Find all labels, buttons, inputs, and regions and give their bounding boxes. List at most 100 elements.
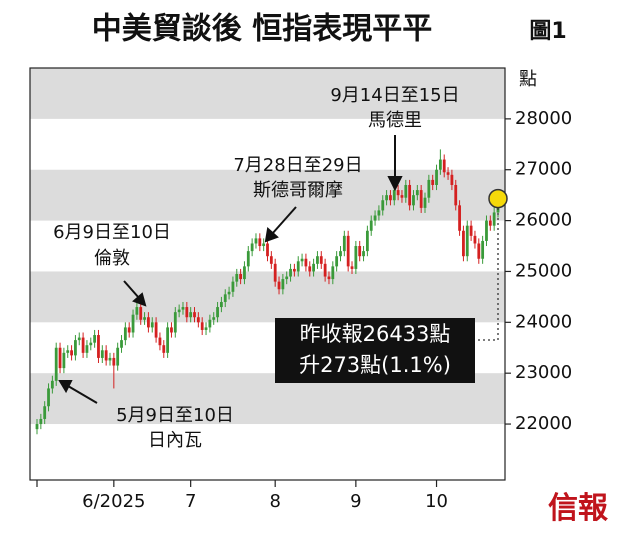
candle-body xyxy=(442,159,446,173)
candle-body xyxy=(385,195,388,201)
candle-body xyxy=(296,261,300,272)
candle-body xyxy=(354,246,358,269)
candle-body xyxy=(415,190,419,196)
candle-body xyxy=(235,274,239,282)
candle-body xyxy=(181,307,185,310)
candle-body xyxy=(488,220,492,226)
candle-body xyxy=(154,322,158,338)
candle-body xyxy=(204,327,208,330)
arrow-head xyxy=(264,227,279,243)
annotation: 日內瓦 xyxy=(148,430,202,451)
candle-body xyxy=(43,406,47,419)
candle-body xyxy=(346,235,350,267)
plot-frame xyxy=(29,67,506,481)
candle-body xyxy=(458,205,461,231)
candle-body xyxy=(89,342,93,346)
x-tick-label: 8 xyxy=(269,491,280,512)
grid-band xyxy=(30,169,505,221)
candle-body xyxy=(273,263,277,282)
candle-body xyxy=(281,279,285,290)
candle-body xyxy=(139,307,143,320)
candle-body xyxy=(131,314,135,333)
candle-body xyxy=(431,179,435,185)
callout-text: 升273點(1.1%) xyxy=(299,353,451,377)
candle-body xyxy=(308,266,312,272)
candle-body xyxy=(435,169,438,185)
candle-body xyxy=(127,327,131,333)
candle-body xyxy=(304,258,308,267)
candle-body xyxy=(170,327,173,333)
candle-body xyxy=(196,317,200,323)
candle-body xyxy=(389,195,392,201)
arrow xyxy=(271,206,297,235)
candle-body xyxy=(427,179,431,198)
candle-body xyxy=(404,184,408,198)
candle-body xyxy=(400,195,404,198)
annotation: 斯德哥爾摩 xyxy=(253,180,343,201)
candle-body xyxy=(189,312,193,318)
last-close-marker xyxy=(488,188,508,209)
candle-body xyxy=(220,301,223,308)
grid-band xyxy=(30,68,505,119)
grid-band xyxy=(30,271,505,323)
candle-body xyxy=(266,243,269,257)
candle-body xyxy=(335,256,339,267)
candle-body xyxy=(339,251,342,257)
candle-body xyxy=(97,335,100,358)
candle-body xyxy=(77,337,81,341)
candle-body xyxy=(300,258,304,262)
candle-body xyxy=(392,190,396,201)
candle-body xyxy=(246,251,250,267)
candle-body xyxy=(239,274,243,280)
y-tick-label: 26000 xyxy=(515,210,572,231)
candle-body xyxy=(223,294,227,302)
candle-body xyxy=(227,291,231,295)
arrow-head xyxy=(387,176,403,192)
y-tick-label: 23000 xyxy=(515,362,572,383)
arrows xyxy=(58,135,403,404)
candle-body xyxy=(396,190,400,196)
candle-body xyxy=(85,345,89,353)
candle-body xyxy=(66,350,70,353)
leader-line xyxy=(475,208,499,341)
candle-body xyxy=(438,159,442,170)
candle-body xyxy=(173,312,177,333)
candle-body xyxy=(350,266,354,269)
candle-body xyxy=(292,268,296,272)
annotation: 馬德里 xyxy=(368,110,422,131)
candle-body xyxy=(116,347,120,366)
candle-body xyxy=(93,335,97,343)
candle-body xyxy=(289,268,292,277)
candle-body xyxy=(216,307,219,318)
candle-body xyxy=(262,243,266,247)
candle-body xyxy=(212,317,216,320)
arrow xyxy=(67,385,98,404)
candle-body xyxy=(208,319,212,328)
candle-body xyxy=(39,418,43,425)
candle-body xyxy=(342,235,346,252)
callout-box xyxy=(275,318,475,383)
chart-title: 中美貿談後 恒指表現平平 xyxy=(92,12,432,47)
figure-label: 圖1 xyxy=(529,19,566,44)
candle-body xyxy=(62,352,66,369)
arrow-head xyxy=(58,380,73,394)
y-axis-label: 點 xyxy=(519,69,537,90)
candle-body xyxy=(423,197,427,208)
candle-body xyxy=(50,380,54,389)
candle-body xyxy=(250,243,254,252)
candle-body xyxy=(358,246,362,257)
x-tick-label: 9 xyxy=(350,491,361,512)
y-tick-label: 25000 xyxy=(515,260,572,281)
candle-body xyxy=(269,256,273,264)
candle-body xyxy=(331,266,335,280)
candle-body xyxy=(54,347,58,381)
candle-body xyxy=(70,350,73,356)
candle-body xyxy=(200,322,204,330)
candle-body xyxy=(362,251,365,257)
candle-body xyxy=(465,225,469,257)
candle-body xyxy=(365,230,369,252)
candle-body xyxy=(316,256,319,264)
candle-body xyxy=(473,235,477,244)
y-tick-label: 24000 xyxy=(515,311,572,332)
